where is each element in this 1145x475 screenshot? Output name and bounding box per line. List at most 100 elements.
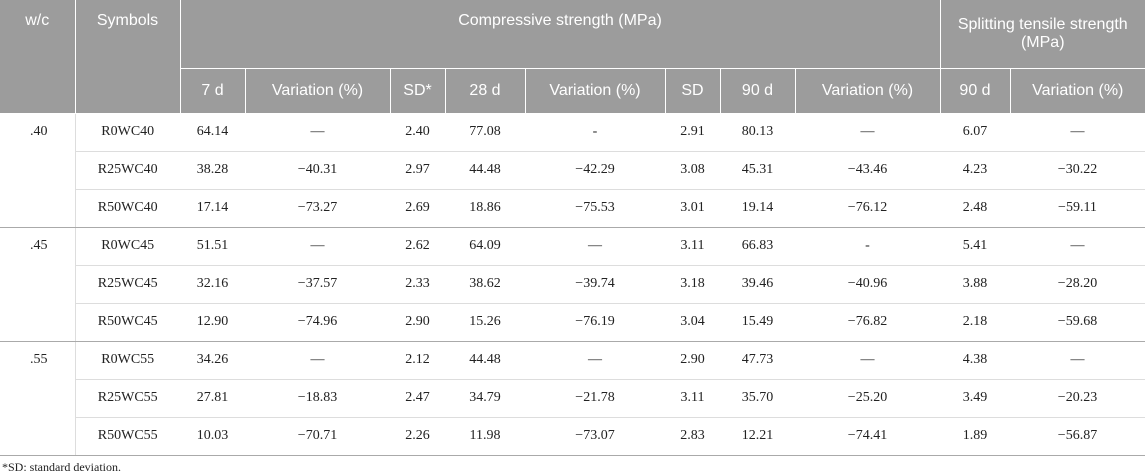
header-cell: 7 d <box>179 68 245 114</box>
cell: 2.83 <box>665 417 720 456</box>
header-cell: 90 d <box>939 68 1010 114</box>
cell: — <box>245 113 390 152</box>
cell: - <box>525 113 665 152</box>
cell: R25WC40 <box>74 151 180 190</box>
cell: 3.49 <box>940 379 1010 418</box>
cell: R50WC40 <box>74 189 180 228</box>
cell: 2.12 <box>390 341 445 380</box>
header-cell: 90 d <box>719 68 795 114</box>
data-row: R25WC40 38.28 −40.31 2.97 44.48 −42.29 3.08 45.… <box>0 151 1145 190</box>
data-row: .55 R0WC55 34.26—2.12 44.48—2.90 47.73—4.38— <box>0 341 1145 456</box>
cell: 2.90 <box>390 303 445 342</box>
cell: −43.46 <box>795 151 940 190</box>
cell: R50WC55 <box>74 417 180 456</box>
header-cell: 28 d <box>444 68 525 114</box>
cell: R25WC45 <box>74 265 180 304</box>
cell: R25WC55 <box>74 379 180 418</box>
cell: −76.12 <box>795 189 940 228</box>
cell: −59.68 <box>1010 303 1145 342</box>
cell: −25.20 <box>795 379 940 418</box>
cell: 3.88 <box>940 265 1010 304</box>
header-cell: Variation (%) <box>794 68 940 114</box>
cell: −76.82 <box>795 303 940 342</box>
cell: R0WC40 <box>74 113 180 152</box>
cell: 2.33 <box>390 265 445 304</box>
header-cell: Variation (%) <box>244 68 390 114</box>
cell: 11.98 <box>445 417 525 456</box>
header-cell: SD* <box>389 68 445 114</box>
cell: 1.89 <box>940 417 1010 456</box>
cell: 47.73 <box>720 341 795 380</box>
header-cell: Compressive strength (MPa) <box>179 0 940 69</box>
data-row: R25WC55 27.81 −18.83 2.47 34.79 −21.78 3.11 35.… <box>0 379 1145 418</box>
cell: 3.04 <box>665 303 720 342</box>
cell: −20.23 <box>1010 379 1145 418</box>
cell: 2.90 <box>665 341 720 380</box>
data-row: R50WC55 10.03 −70.71 2.26 11.98 −73.07 2.83 12.… <box>0 417 1145 456</box>
cell: 10.03 <box>180 417 245 456</box>
cell: — <box>1010 341 1145 380</box>
cell: 3.08 <box>665 151 720 190</box>
header-row: w/c Symbols Compressive strength (MPa) Spli… <box>0 0 1145 114</box>
cell: −18.83 <box>245 379 390 418</box>
header-cell: Symbols <box>74 0 180 114</box>
cell: 18.86 <box>445 189 525 228</box>
cell: −73.07 <box>525 417 665 456</box>
cell: 34.26 <box>180 341 245 380</box>
cell: −75.53 <box>525 189 665 228</box>
header-cell: Splitting tensile strength (MPa) <box>939 0 1145 69</box>
cell: −76.19 <box>525 303 665 342</box>
cell: −59.11 <box>1010 189 1145 228</box>
cell: 2.69 <box>390 189 445 228</box>
data-row: R50WC40 17.14 −73.27 2.69 18.86 −75.53 3.01 19.… <box>0 189 1145 228</box>
cell: 15.26 <box>445 303 525 342</box>
cell: — <box>525 227 665 266</box>
cell: 2.26 <box>390 417 445 456</box>
cell: 66.83 <box>720 227 795 266</box>
cell: — <box>795 113 940 152</box>
header-cell: Variation (%) <box>1009 68 1145 114</box>
cell: −56.87 <box>1010 417 1145 456</box>
cell: 2.47 <box>390 379 445 418</box>
cell: - <box>795 227 940 266</box>
cell: −74.41 <box>795 417 940 456</box>
cell: −28.20 <box>1010 265 1145 304</box>
cell: 2.40 <box>390 113 445 152</box>
wc-cell: .40 <box>0 113 75 228</box>
cell: −70.71 <box>245 417 390 456</box>
cell: 3.18 <box>665 265 720 304</box>
cell: −40.31 <box>245 151 390 190</box>
cell: 45.31 <box>720 151 795 190</box>
cell: 4.23 <box>940 151 1010 190</box>
header-cell: Variation (%) <box>524 68 665 114</box>
cell: −73.27 <box>245 189 390 228</box>
cell: — <box>245 341 390 380</box>
cell: 35.70 <box>720 379 795 418</box>
cell: 2.18 <box>940 303 1010 342</box>
cell: 15.49 <box>720 303 795 342</box>
cell: 44.48 <box>445 341 525 380</box>
cell: 51.51 <box>180 227 245 266</box>
cell: — <box>525 341 665 380</box>
header-row: 7 d Variation (%) SD* 28 d Variation (%) SD 90… <box>0 68 1145 114</box>
cell: 3.01 <box>665 189 720 228</box>
cell: 12.90 <box>180 303 245 342</box>
cell: — <box>245 227 390 266</box>
data-row: .45 R0WC45 51.51—2.62 64.09—3.11 66.83-5.41— <box>0 227 1145 342</box>
cell: R50WC45 <box>74 303 180 342</box>
cell: 19.14 <box>720 189 795 228</box>
cell: 38.28 <box>180 151 245 190</box>
cell: 3.11 <box>665 227 720 266</box>
cell: 4.38 <box>940 341 1010 380</box>
data-row: .40 R0WC40 64.14—2.40 77.08-2.91 80.13—6.07— <box>0 113 1145 228</box>
cell: — <box>1010 227 1145 266</box>
cell: 12.21 <box>720 417 795 456</box>
footnote: *SD: standard deviation. <box>2 459 121 474</box>
cell: 32.16 <box>180 265 245 304</box>
data-row: R25WC45 32.16 −37.57 2.33 38.62 −39.74 3.18 39.… <box>0 265 1145 304</box>
cell: 34.79 <box>445 379 525 418</box>
cell: −30.22 <box>1010 151 1145 190</box>
cell: 27.81 <box>180 379 245 418</box>
cell: 2.62 <box>390 227 445 266</box>
